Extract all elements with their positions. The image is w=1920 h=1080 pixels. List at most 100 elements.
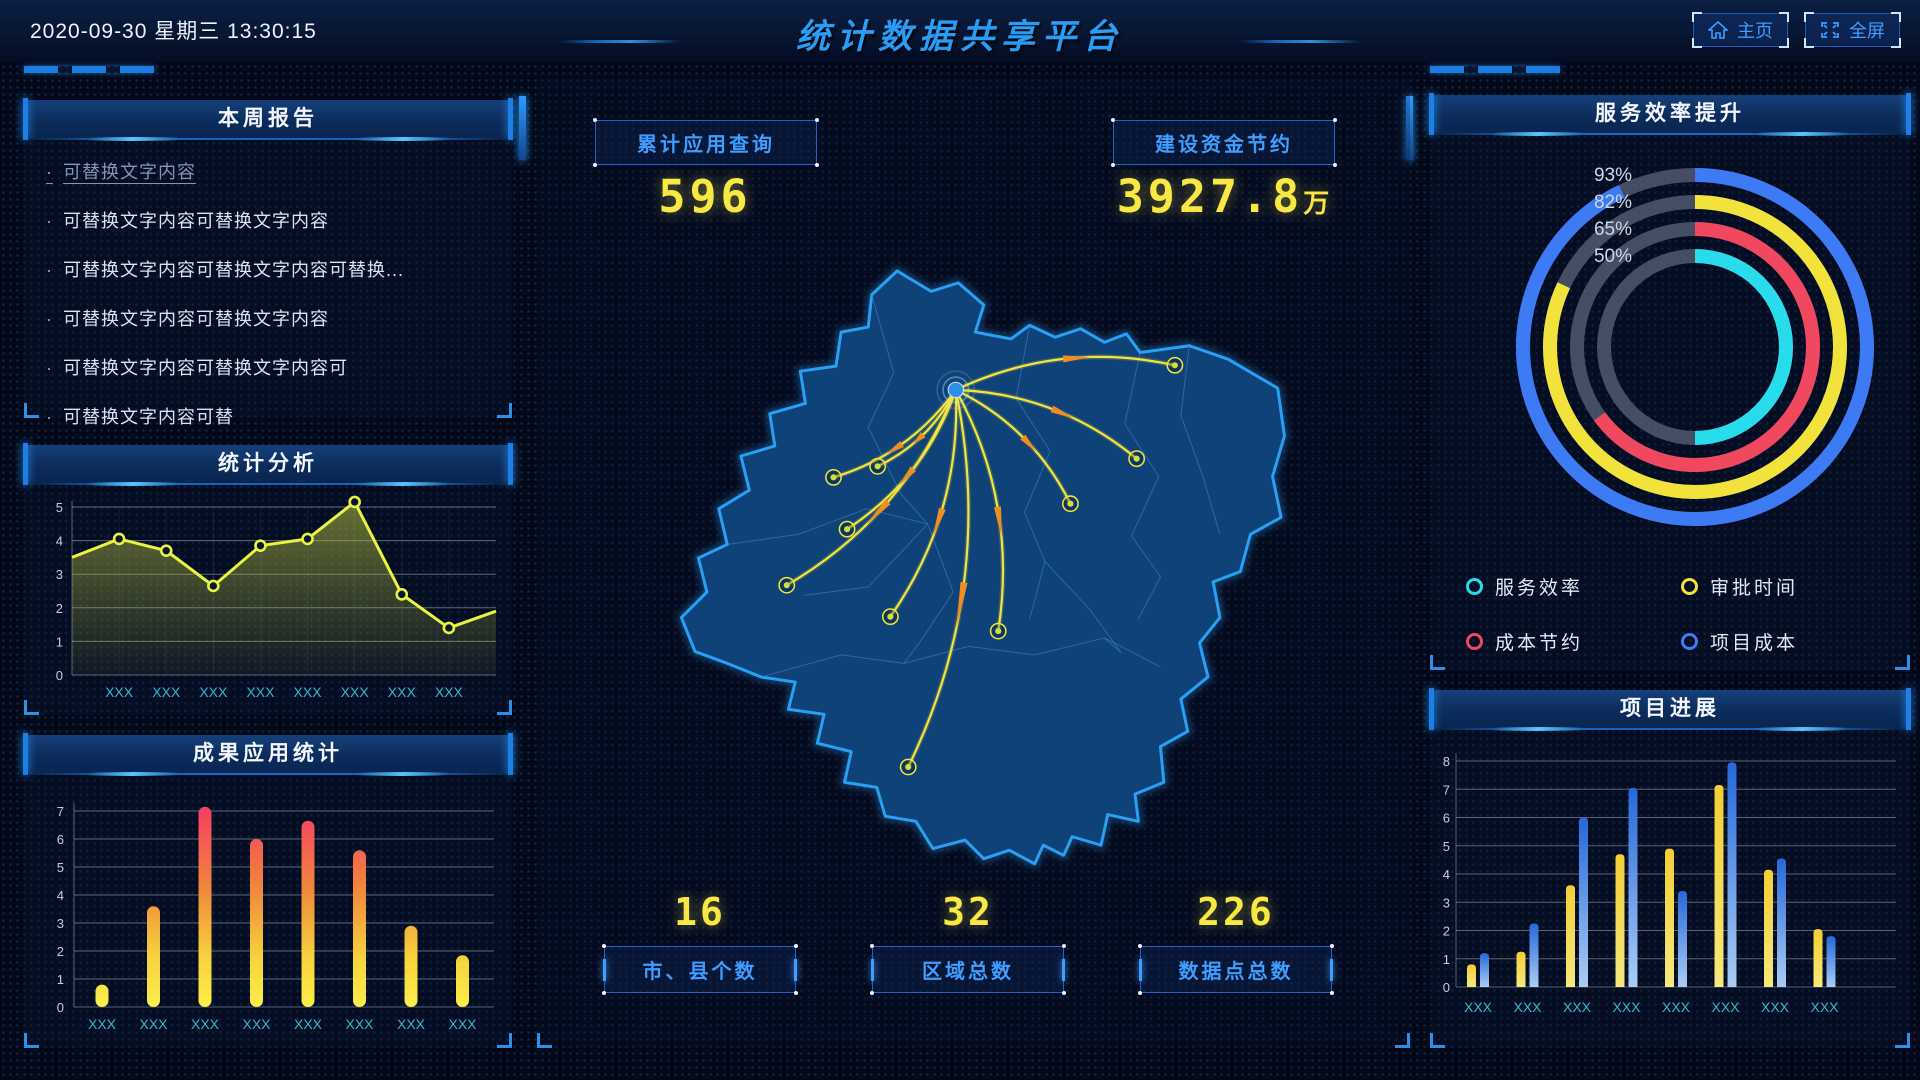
report-list-item[interactable]: · 可替换文字内容可替换文字内容可替换...	[46, 256, 496, 282]
datetime-text: 2020-09-30 星期三 13:30:15	[30, 20, 317, 43]
top-header: 2020-09-30 星期三 13:30:15 统计数据共享平台 主页 全屏	[0, 0, 1920, 62]
edge-cap	[603, 958, 606, 981]
bar	[95, 984, 109, 1007]
header-underline	[24, 138, 512, 140]
report-list-item[interactable]: · 可替换文字内容	[46, 158, 496, 184]
bottom-stat-number: 226	[1197, 890, 1275, 934]
svg-text:XXX: XXX	[242, 1016, 271, 1032]
panel-project-progress-title-bar: 项目进展	[1429, 688, 1911, 731]
corner-dot	[794, 991, 798, 995]
svg-text:7: 7	[57, 804, 64, 819]
svg-text:5: 5	[1443, 839, 1450, 854]
edge-accent	[1906, 688, 1911, 730]
corner-bracket	[1779, 38, 1789, 48]
bar-系列2	[1678, 890, 1687, 987]
efficiency-gauge-chart: 93% 82% 65% 50%	[1516, 165, 1874, 526]
bar-系列1	[1566, 885, 1575, 987]
svg-text:XXX: XXX	[1563, 999, 1592, 1015]
legend-label: 成本节约	[1495, 633, 1584, 654]
area-fill	[72, 501, 496, 675]
svg-text:5: 5	[56, 500, 63, 515]
endpoint-dot	[1171, 362, 1178, 369]
bar-系列2	[1480, 953, 1489, 987]
corner-bracket	[1804, 12, 1814, 22]
legend-item-审批时间[interactable]: 审批时间	[1681, 573, 1896, 600]
corner-bracket	[1692, 38, 1702, 48]
report-list-item[interactable]: · 可替换文字内容可替换文字内容	[46, 207, 496, 233]
gauge-arc-审批时间	[1543, 195, 1847, 499]
page-title: 统计数据共享平台	[796, 18, 1124, 56]
svg-text:XXX: XXX	[397, 1016, 426, 1032]
legend-item-项目成本[interactable]: 项目成本	[1681, 628, 1896, 655]
svg-text:0: 0	[56, 668, 63, 683]
map-outline	[679, 269, 1286, 866]
gauge-label: 50%	[1594, 246, 1632, 267]
edge-cap	[794, 958, 797, 981]
header-underline	[1430, 133, 1910, 135]
svg-text:XXX: XXX	[294, 684, 323, 700]
svg-text:1: 1	[56, 634, 63, 649]
hub-halo	[936, 370, 976, 410]
report-list-item[interactable]: · 可替换文字内容可替换文字内容可	[46, 354, 496, 380]
legend-ring-icon	[1681, 633, 1698, 650]
panel-corner	[1395, 1033, 1410, 1048]
svg-text:XXX: XXX	[1513, 999, 1542, 1015]
bars	[1467, 762, 1836, 987]
svg-text:6: 6	[1443, 811, 1450, 826]
fullscreen-button[interactable]: 全屏	[1804, 12, 1901, 48]
flight-endpoints	[778, 356, 1184, 776]
fullscreen-button-label: 全屏	[1849, 21, 1885, 41]
corner-dot	[1333, 118, 1337, 122]
legend-ring-icon	[1681, 578, 1698, 595]
bar-系列1	[1714, 785, 1724, 987]
legend-item-成本节约[interactable]: 成本节约	[1466, 628, 1681, 655]
svg-text:5: 5	[57, 860, 64, 875]
panel-title: 统计分析	[218, 452, 318, 475]
panel-title: 成果应用统计	[193, 742, 343, 765]
bar-系列1	[1665, 848, 1674, 987]
stat-unit: 万	[1303, 189, 1330, 219]
edge-accent	[1906, 93, 1911, 135]
bottom-stat: 16 市、县个数	[590, 890, 810, 995]
bottom-stat: 226 数据点总数	[1126, 890, 1346, 995]
legend-ring-icon	[1466, 633, 1483, 650]
svg-text:XXX: XXX	[191, 1016, 220, 1032]
legend-label: 审批时间	[1710, 578, 1799, 599]
bar-系列1	[1516, 951, 1526, 987]
svg-text:XXX: XXX	[341, 684, 370, 700]
svg-text:3: 3	[56, 567, 63, 582]
flight-arrow	[1020, 434, 1037, 452]
legend-ring-icon	[1466, 578, 1483, 595]
corner-dot	[1330, 991, 1334, 995]
report-list-item[interactable]: · 可替换文字内容可替	[46, 403, 496, 429]
svg-text:XXX: XXX	[88, 1016, 117, 1032]
legend-item-服务效率[interactable]: 服务效率	[1466, 573, 1681, 600]
progress-bar-chart: 0 1 2 3 4 5 6 7 8 XXX XXX XXX XXX XXX XXX XXX XXX	[1443, 753, 1896, 1015]
edge-accent	[1429, 688, 1434, 730]
corner-dot	[870, 991, 874, 995]
svg-text:2: 2	[56, 601, 63, 616]
corner-bracket	[1804, 38, 1814, 48]
report-list-item[interactable]: · 可替换文字内容可替换文字内容	[46, 305, 496, 331]
corner-bracket	[1891, 12, 1901, 22]
gridlines: 0 1 2 3 4 5 6 7 8	[1443, 753, 1896, 995]
svg-text:4: 4	[56, 534, 63, 549]
province-flight-map	[676, 265, 1289, 870]
edge-accent	[508, 443, 513, 485]
bullet: ·	[46, 162, 53, 182]
bar	[198, 806, 212, 1007]
report-item-text: 可替换文字内容可替换文字内容可	[63, 358, 348, 378]
svg-text:XXX: XXX	[1464, 999, 1493, 1015]
bar-系列2	[1727, 762, 1737, 987]
bar-系列1	[1764, 869, 1773, 987]
stat-badge-label: 累计应用查询	[637, 134, 775, 156]
svg-text:2: 2	[57, 944, 64, 959]
center-map-panel: 累计应用查询 596 建设资金节约 3927.8万 16 市、县个数 32 区域总数 2…	[537, 78, 1410, 1048]
flight-arrows	[866, 355, 1091, 629]
endpoint-dot	[887, 613, 894, 620]
home-button[interactable]: 主页	[1692, 12, 1789, 48]
svg-text:XXX: XXX	[199, 684, 228, 700]
svg-text:XXX: XXX	[152, 684, 181, 700]
stat-badge-queries: 累计应用查询	[593, 118, 819, 167]
svg-text:0: 0	[1443, 980, 1450, 995]
